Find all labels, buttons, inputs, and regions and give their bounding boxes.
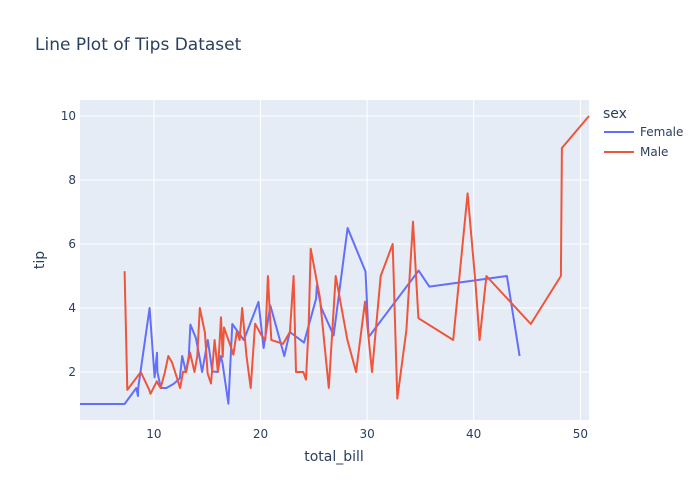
grid-lines [80,100,589,420]
tick-labels: 10 20 30 40 50 2 4 6 8 10 [61,109,588,441]
legend-item-female[interactable]: Female [604,125,683,139]
x-tick-label: 20 [253,427,268,441]
legend: sex Female Male [603,106,683,159]
legend-title: sex [603,106,627,122]
series-line-male [123,115,590,400]
y-tick-label: 6 [68,237,76,251]
y-tick-label: 2 [68,365,76,379]
y-axis-title: tip [32,251,48,269]
x-tick-label: 30 [359,427,374,441]
y-tick-label: 4 [68,301,76,315]
x-tick-label: 40 [466,427,481,441]
x-tick-label: 50 [573,427,588,441]
x-tick-label: 10 [146,427,161,441]
legend-item-male[interactable]: Male [604,145,668,159]
chart-title: Line Plot of Tips Dataset [35,35,242,55]
series-lines [80,115,590,405]
plot-area [80,100,589,420]
legend-label: Male [640,145,668,159]
y-tick-label: 8 [68,173,76,187]
legend-label: Female [640,125,683,139]
x-axis-title: total_bill [304,449,364,465]
y-tick-label: 10 [61,109,76,123]
